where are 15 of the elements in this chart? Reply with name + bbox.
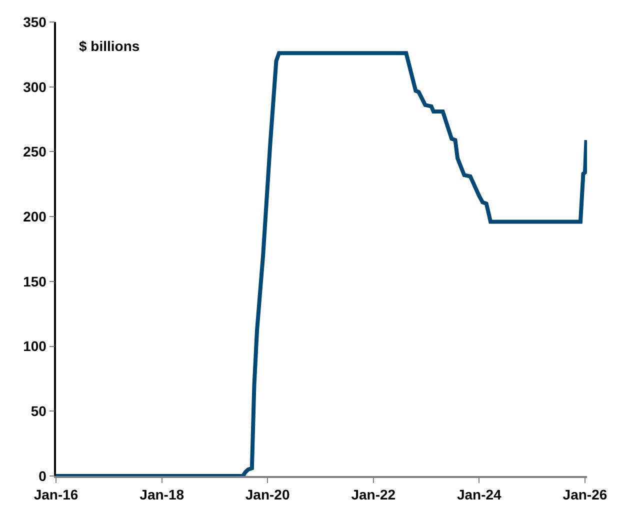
x-tick-label: Jan-20: [245, 486, 290, 503]
y-tick-label: 100: [23, 338, 47, 354]
y-tick-label: 350: [23, 14, 47, 30]
y-tick-label: 250: [23, 144, 47, 160]
y-tick-label: 200: [23, 208, 47, 224]
y-tick-label: 0: [38, 468, 47, 484]
x-tick-label: Jan-16: [34, 486, 78, 503]
x-tick-label: Jan-24: [456, 486, 502, 503]
x-tick-label: Jan-22: [351, 486, 396, 503]
x-tick-label: Jan-18: [140, 486, 184, 503]
y-tick-label: 300: [23, 78, 47, 95]
y-tick-label: 150: [23, 273, 47, 290]
y-tick-label: 50: [30, 403, 47, 420]
annotation: $ billions: [79, 38, 140, 54]
x-tick-label: Jan-26: [562, 486, 608, 503]
